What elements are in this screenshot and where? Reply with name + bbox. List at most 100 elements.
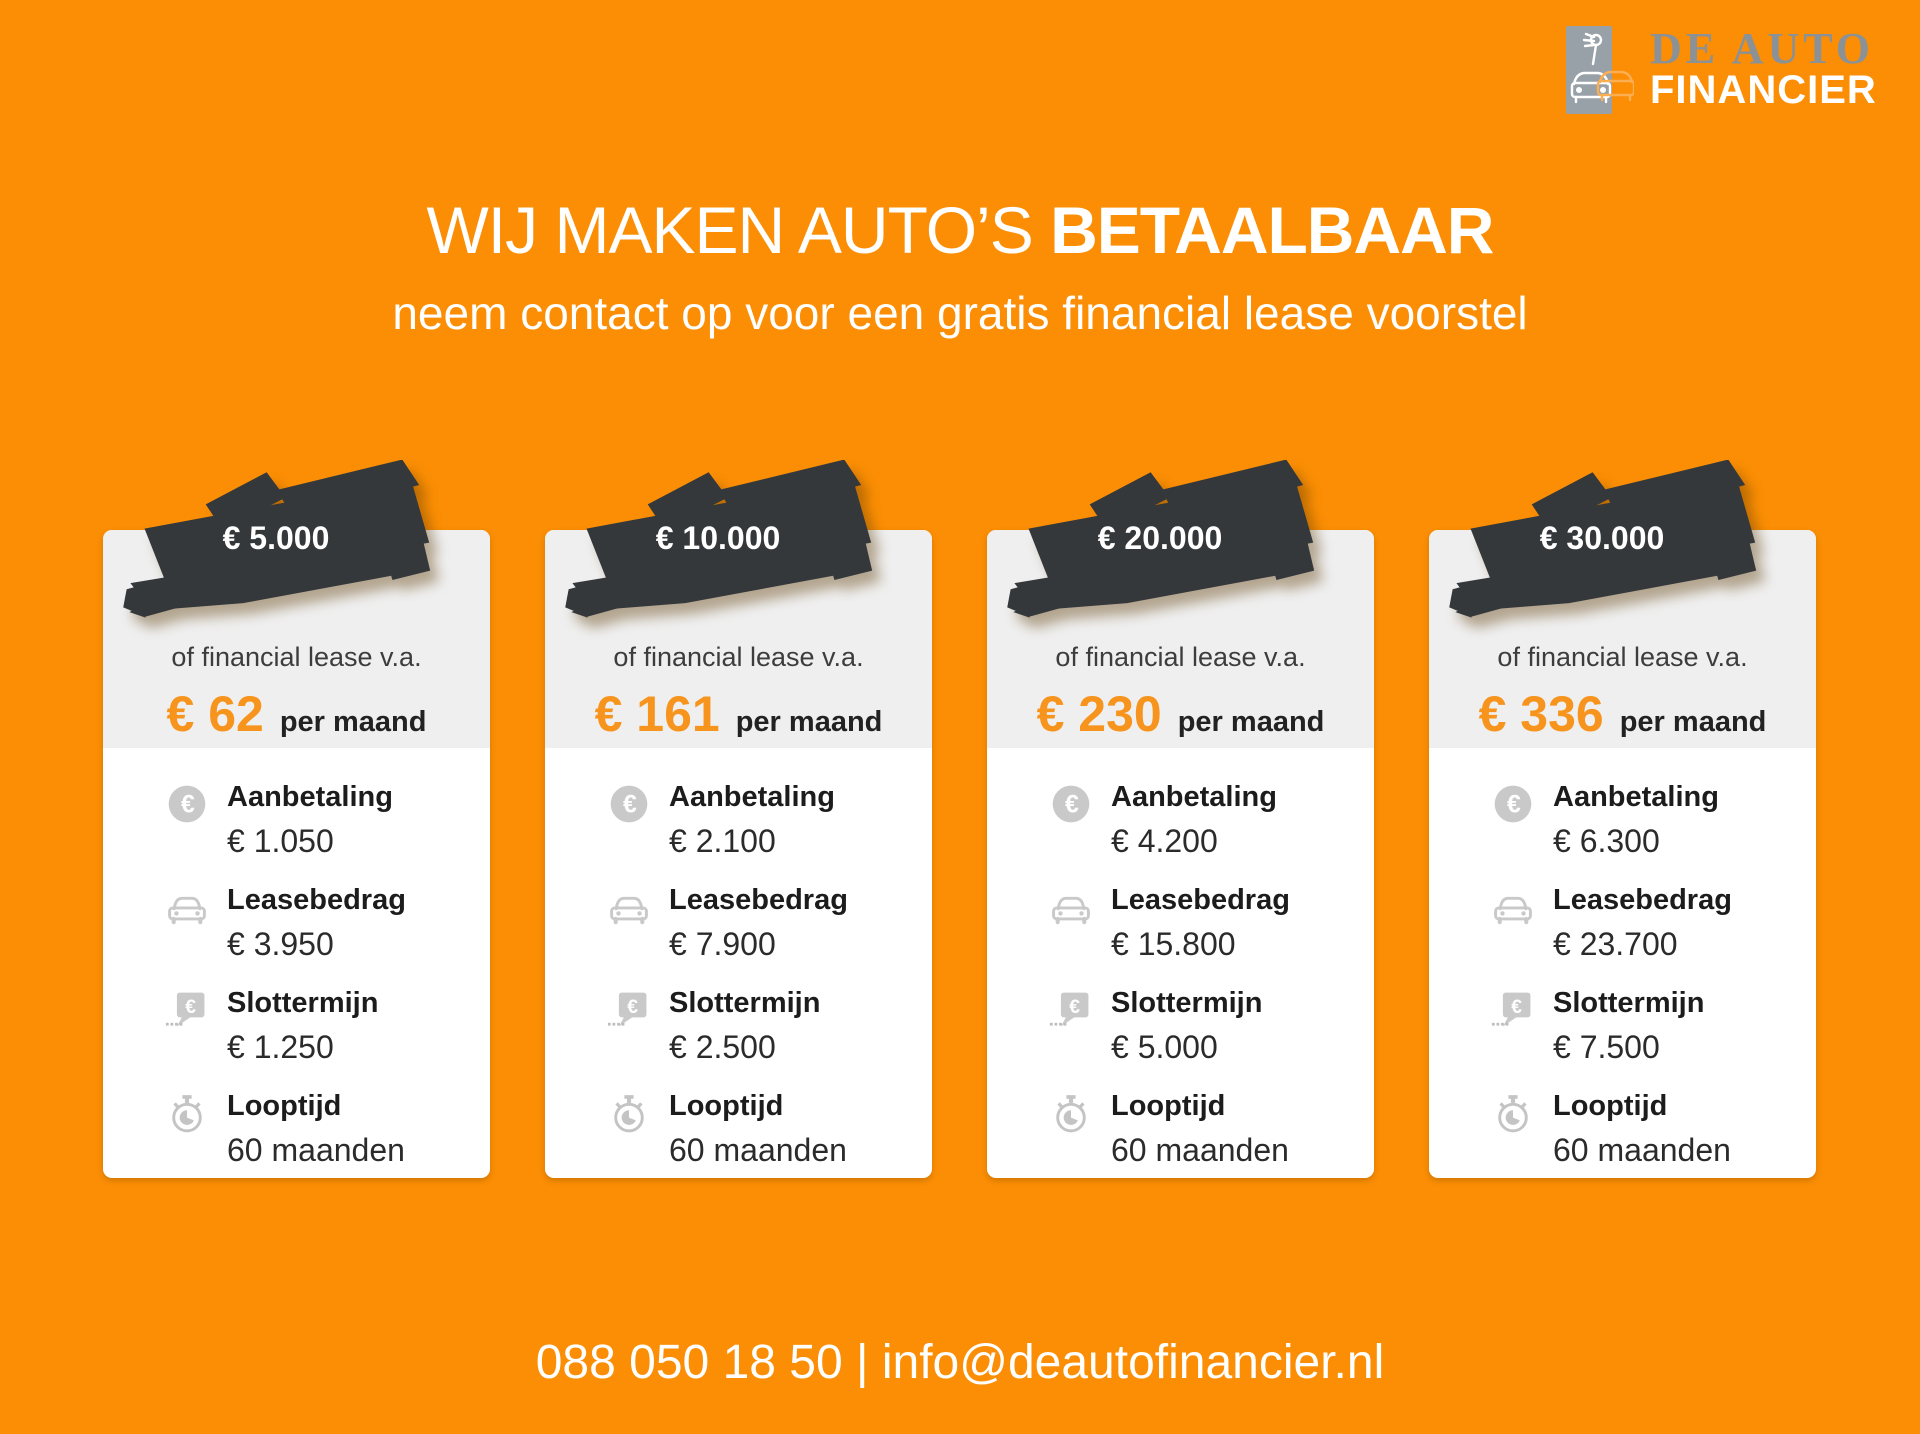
car-icon — [1491, 883, 1535, 931]
chat-euro-icon — [1491, 986, 1535, 1034]
card-header: of financial lease v.a. € 62 per maand — [103, 530, 490, 748]
row-label: Slottermijn — [1111, 987, 1263, 1019]
row-value: 60 maanden — [669, 1132, 847, 1168]
card-header: of financial lease v.a. € 161 per maand — [545, 530, 932, 748]
detail-row-looptijd: Looptijd 60 maanden — [1491, 1089, 1796, 1192]
brand-name: DE AUTO FINANCIER — [1650, 24, 1877, 112]
row-value: € 5.000 — [1111, 1029, 1218, 1065]
chat-euro-icon — [1049, 986, 1093, 1034]
row-label: Aanbetaling — [669, 781, 835, 813]
row-label: Slottermijn — [1553, 987, 1705, 1019]
row-value: € 23.700 — [1553, 926, 1678, 962]
brand-logo: DE AUTO FINANCIER — [1566, 26, 1877, 114]
row-label: Aanbetaling — [227, 781, 393, 813]
detail-row-leasebedrag: Leasebedrag € 7.900 — [607, 883, 912, 986]
monthly-price: € 336 — [1478, 686, 1604, 742]
detail-row-aanbetaling: Aanbetaling € 6.300 — [1491, 780, 1796, 883]
card-details: Aanbetaling € 1.050 Leasebedrag € 3.950 … — [103, 748, 490, 1192]
lease-card-30000: € 30.000 of financial lease v.a. € 336 p… — [1429, 530, 1816, 1178]
row-value: € 2.500 — [669, 1029, 776, 1065]
row-value: € 1.050 — [227, 823, 334, 859]
page-title-regular: WIJ MAKEN AUTO’S — [426, 193, 1051, 267]
stopwatch-icon — [607, 1089, 651, 1137]
detail-row-aanbetaling: Aanbetaling € 2.100 — [607, 780, 912, 883]
brand-name-line1: DE AUTO — [1650, 24, 1875, 73]
chat-euro-icon — [607, 986, 651, 1034]
euro-coin-icon — [1491, 780, 1535, 828]
detail-row-slottermijn: Slottermijn € 2.500 — [607, 986, 912, 1089]
row-label: Leasebedrag — [1111, 884, 1290, 916]
row-label: Looptijd — [669, 1090, 784, 1122]
stopwatch-icon — [1491, 1089, 1535, 1137]
detail-row-looptijd: Looptijd 60 maanden — [607, 1089, 912, 1192]
euro-coin-icon — [1049, 780, 1093, 828]
car-icon — [165, 883, 209, 931]
detail-row-leasebedrag: Leasebedrag € 3.950 — [165, 883, 470, 986]
card-header: of financial lease v.a. € 230 per maand — [987, 530, 1374, 748]
row-label: Leasebedrag — [1553, 884, 1732, 916]
row-value: € 6.300 — [1553, 823, 1660, 859]
row-value: € 7.500 — [1553, 1029, 1660, 1065]
stopwatch-icon — [1049, 1089, 1093, 1137]
lease-caption: of financial lease v.a. — [171, 642, 422, 672]
contact-footer: 088 050 18 50 | info@deautofinancier.nl — [535, 1336, 1385, 1389]
row-label: Leasebedrag — [227, 884, 406, 916]
row-label: Slottermijn — [669, 987, 821, 1019]
car-icon — [607, 883, 651, 931]
row-label: Leasebedrag — [669, 884, 848, 916]
detail-row-leasebedrag: Leasebedrag € 23.700 — [1491, 883, 1796, 986]
row-value: € 1.250 — [227, 1029, 334, 1065]
lease-card-5000: € 5.000 of financial lease v.a. € 62 per… — [103, 530, 490, 1178]
row-label: Looptijd — [227, 1090, 342, 1122]
monthly-price: € 161 — [594, 686, 720, 742]
brand-icon — [1566, 26, 1634, 114]
price-line: € 161 per maand — [545, 685, 932, 743]
card-details: Aanbetaling € 6.300 Leasebedrag € 23.700… — [1429, 748, 1816, 1192]
brand-name-line2: FINANCIER — [1650, 68, 1877, 112]
detail-row-leasebedrag: Leasebedrag € 15.800 — [1049, 883, 1354, 986]
price-line: € 336 per maand — [1429, 685, 1816, 743]
lease-cards-row: € 5.000 of financial lease v.a. € 62 per… — [103, 530, 1816, 1178]
per-month-label: per maand — [1177, 706, 1325, 738]
detail-row-aanbetaling: Aanbetaling € 4.200 — [1049, 780, 1354, 883]
row-value: € 15.800 — [1111, 926, 1236, 962]
detail-row-looptijd: Looptijd 60 maanden — [165, 1089, 470, 1192]
page-title-bold: BETAALBAAR — [1050, 193, 1494, 267]
row-label: Looptijd — [1111, 1090, 1226, 1122]
row-value: € 4.200 — [1111, 823, 1218, 859]
detail-row-looptijd: Looptijd 60 maanden — [1049, 1089, 1354, 1192]
price-line: € 230 per maand — [987, 685, 1374, 743]
euro-coin-icon — [165, 780, 209, 828]
chat-euro-icon — [165, 986, 209, 1034]
row-label: Slottermijn — [227, 987, 379, 1019]
lease-caption: of financial lease v.a. — [1055, 642, 1306, 672]
row-value: 60 maanden — [1553, 1132, 1731, 1168]
per-month-label: per maand — [279, 706, 427, 738]
per-month-label: per maand — [735, 706, 883, 738]
price-line: € 62 per maand — [103, 685, 490, 743]
lease-caption: of financial lease v.a. — [613, 642, 864, 672]
page-subtitle: neem contact op voor een gratis financia… — [392, 287, 1528, 339]
row-value: € 3.950 — [227, 926, 334, 962]
per-month-label: per maand — [1619, 706, 1767, 738]
stopwatch-icon — [165, 1089, 209, 1137]
car-icon — [1049, 883, 1093, 931]
row-value: 60 maanden — [227, 1132, 405, 1168]
detail-row-slottermijn: Slottermijn € 5.000 — [1049, 986, 1354, 1089]
detail-row-slottermijn: Slottermijn € 1.250 — [165, 986, 470, 1089]
monthly-price: € 62 — [166, 686, 264, 742]
euro-coin-icon — [607, 780, 651, 828]
detail-row-aanbetaling: Aanbetaling € 1.050 — [165, 780, 470, 883]
row-value: € 2.100 — [669, 823, 776, 859]
row-value: € 7.900 — [669, 926, 776, 962]
row-label: Aanbetaling — [1111, 781, 1277, 813]
card-header: of financial lease v.a. € 336 per maand — [1429, 530, 1816, 748]
lease-card-10000: € 10.000 of financial lease v.a. € 161 p… — [545, 530, 932, 1178]
lease-caption: of financial lease v.a. — [1497, 642, 1748, 672]
monthly-price: € 230 — [1036, 686, 1162, 742]
row-value: 60 maanden — [1111, 1132, 1289, 1168]
row-label: Looptijd — [1553, 1090, 1668, 1122]
detail-row-slottermijn: Slottermijn € 7.500 — [1491, 986, 1796, 1089]
row-label: Aanbetaling — [1553, 781, 1719, 813]
